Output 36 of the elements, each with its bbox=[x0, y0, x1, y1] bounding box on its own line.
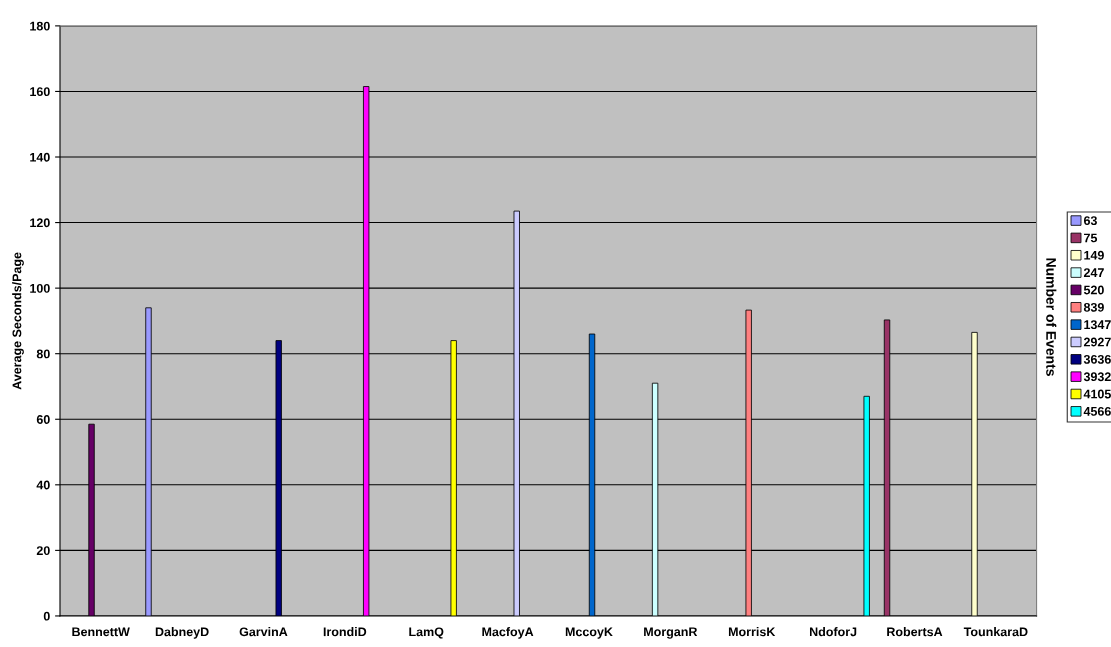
x-tick-label: MacfoyA bbox=[482, 627, 534, 639]
legend-label: 520 bbox=[1083, 285, 1104, 295]
x-tick-label: IrondiD bbox=[323, 627, 367, 637]
y-tick-label: 40 bbox=[36, 480, 50, 490]
y-tick-label: 120 bbox=[30, 218, 50, 228]
x-tick-label: LamQ bbox=[409, 627, 444, 639]
y-tick-label: 180 bbox=[30, 21, 50, 31]
x-tick-label: DabneyD bbox=[155, 627, 209, 639]
x-tick-label: MccoyK bbox=[565, 627, 613, 639]
y-tick-label: 80 bbox=[36, 349, 50, 359]
legend-label: 63 bbox=[1083, 216, 1097, 226]
legend-label: 1347 bbox=[1084, 320, 1111, 330]
legend-label: 839 bbox=[1083, 302, 1104, 312]
x-tick-label: MorganR bbox=[644, 627, 698, 639]
x-tick-label: RobertsA bbox=[887, 627, 943, 637]
y-tick-label: 160 bbox=[30, 87, 50, 97]
x-tick-label: GarvinA bbox=[239, 627, 288, 637]
legend-title: Number of Events bbox=[1046, 258, 1057, 376]
legend-label: 4105 bbox=[1083, 389, 1111, 399]
y-tick-label: 60 bbox=[36, 415, 50, 424]
y-axis-title: Average Seconds/Page bbox=[12, 252, 24, 390]
y-tick-label: 100 bbox=[30, 283, 50, 293]
x-tick-label: TounkaraD bbox=[963, 627, 1028, 637]
legend-label: 247 bbox=[1083, 268, 1104, 277]
x-tick-label: MorrisK bbox=[728, 627, 776, 637]
legend-label: 2927 bbox=[1083, 337, 1111, 347]
y-tick-label: 20 bbox=[36, 546, 50, 556]
legend-label: 149 bbox=[1084, 250, 1104, 260]
legend-label: 75 bbox=[1084, 233, 1098, 243]
x-tick-label: NdoforJ bbox=[809, 627, 857, 637]
y-tick-label: 140 bbox=[30, 152, 50, 162]
x-tick-label: BennettW bbox=[72, 627, 130, 637]
legend-label: 3932 bbox=[1083, 372, 1111, 382]
y-tick-label: 0 bbox=[43, 611, 50, 621]
legend-label: 3636 bbox=[1083, 354, 1111, 364]
legend-label: 4566 bbox=[1083, 406, 1111, 416]
